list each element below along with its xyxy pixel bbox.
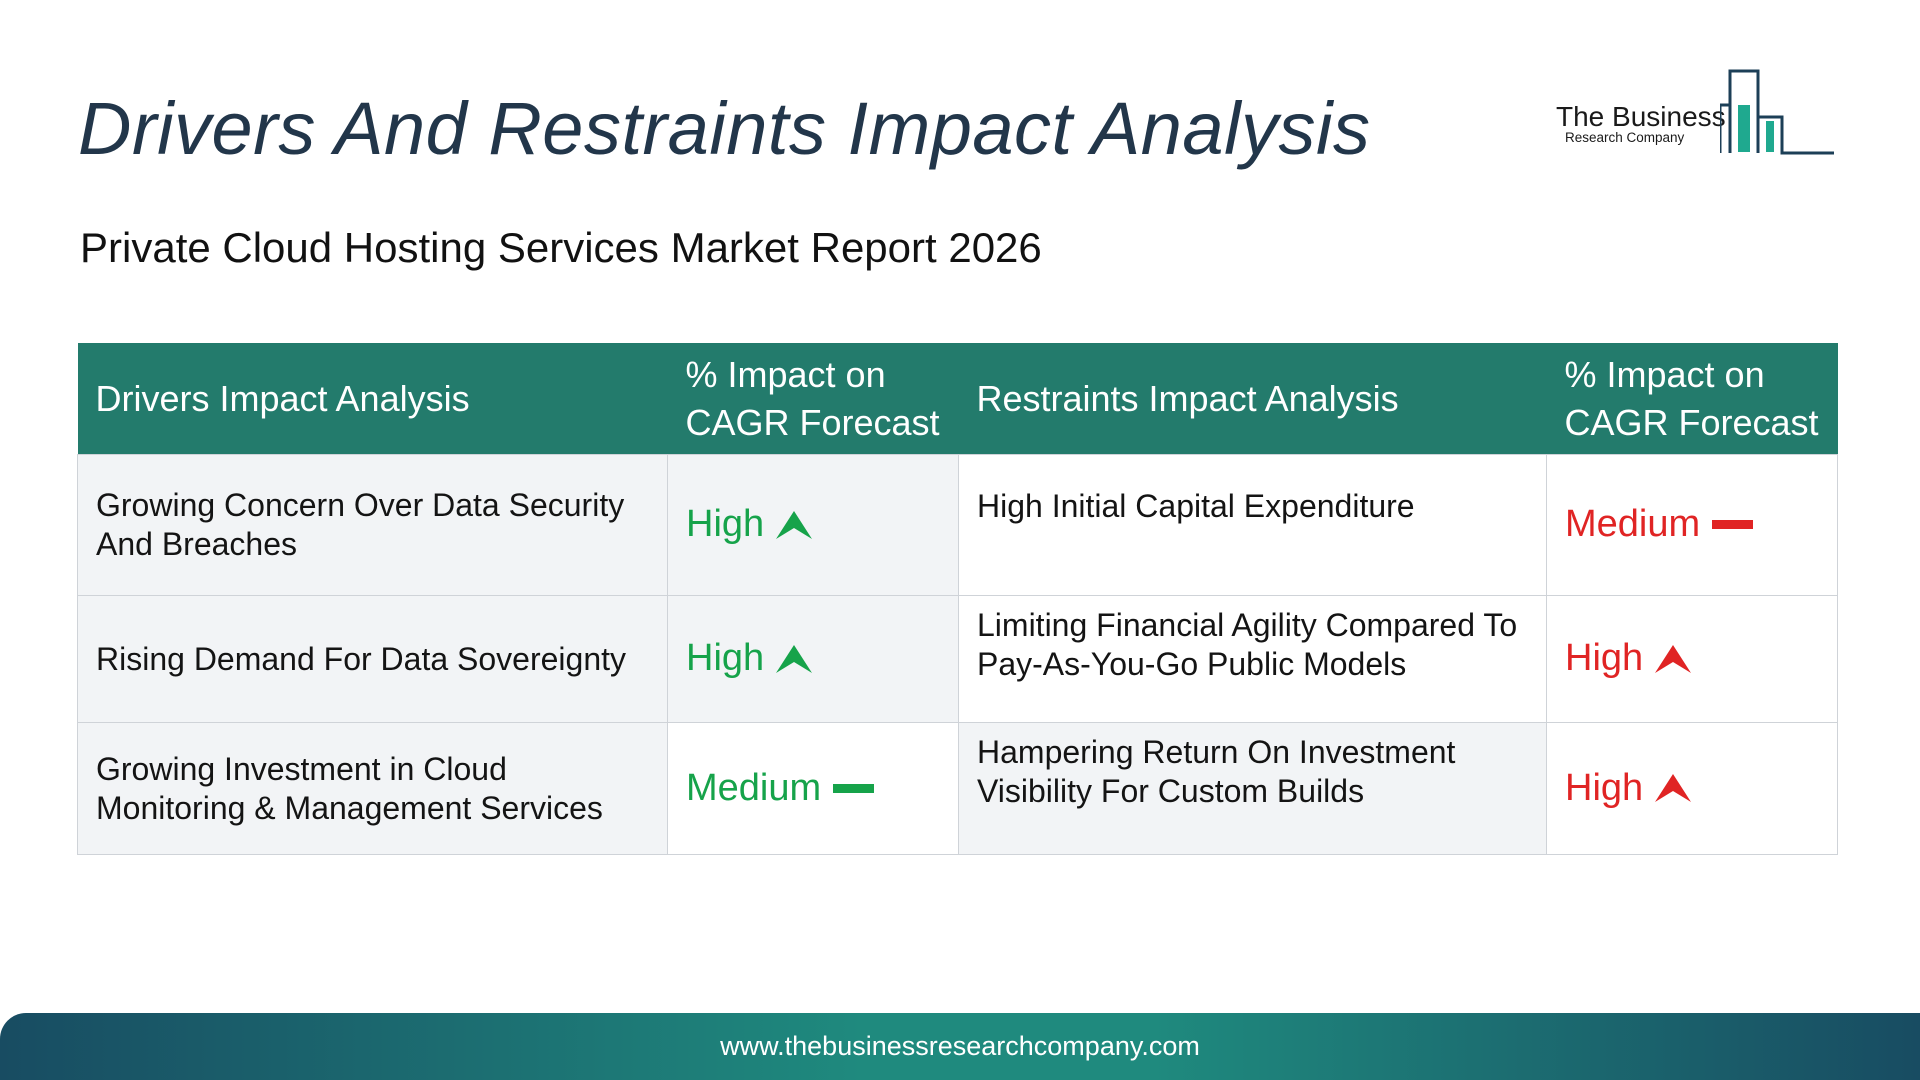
arrow-up-icon [776, 644, 813, 673]
header-restraints: Restraints Impact Analysis [958, 343, 1547, 455]
arrow-up-icon [1655, 644, 1692, 673]
impact-label: High [686, 637, 765, 679]
driver-impact-cell: High [667, 595, 959, 723]
restraint-impact-cell: High [1546, 595, 1838, 723]
logo-name: The Business [1556, 101, 1726, 132]
impact-analysis-table: Drivers Impact Analysis % Impact on CAGR… [77, 343, 1838, 855]
impact-label: Medium [686, 766, 822, 809]
driver-cell: Growing Concern Over Data Security And B… [77, 454, 668, 596]
driver-impact-cell: Medium [667, 722, 959, 855]
driver-impact-cell: High [667, 454, 959, 596]
header-driver-impact: % Impact on CAGR Forecast [667, 343, 959, 455]
logo-buildings-icon [1720, 69, 1834, 155]
impact-level: High [1565, 766, 1692, 809]
dash-icon [1712, 520, 1754, 529]
impact-label: High [1565, 766, 1644, 809]
table-header-row: Drivers Impact Analysis % Impact on CAGR… [77, 343, 1838, 455]
driver-cell: Growing Investment in Cloud Monitoring &… [77, 722, 668, 855]
impact-level: High [1565, 637, 1692, 679]
footer-website-link[interactable]: www.thebusinessresearchcompany.com [720, 1031, 1200, 1061]
table-row: Growing Investment in Cloud Monitoring &… [77, 722, 1838, 855]
page-title: Drivers And Restraints Impact Analysis [78, 87, 1371, 170]
impact-level: Medium [1565, 503, 1754, 545]
impact-level: Medium [686, 766, 875, 809]
impact-level: High [686, 503, 813, 545]
restraint-cell: High Initial Capital Expenditure [958, 454, 1547, 596]
report-subtitle: Private Cloud Hosting Services Market Re… [80, 224, 1042, 271]
footer-bar: www.thebusinessresearchcompany.com [0, 1013, 1920, 1080]
header-drivers: Drivers Impact Analysis [77, 343, 668, 455]
driver-cell: Rising Demand For Data Sovereignty [77, 595, 668, 723]
header-restraint-impact: % Impact on CAGR Forecast [1546, 343, 1838, 455]
impact-level: High [686, 637, 813, 679]
arrow-up-icon [776, 510, 813, 539]
table-row: Rising Demand For Data Sovereignty High … [77, 595, 1838, 723]
restraint-cell: Limiting Financial Agility Compared To P… [958, 595, 1547, 723]
restraint-cell: Hampering Return On Investment Visibilit… [958, 722, 1547, 855]
impact-label: High [1565, 637, 1644, 679]
logo-tagline: Research Company [1565, 130, 1685, 145]
arrow-up-icon [1655, 774, 1692, 802]
impact-label: High [686, 503, 765, 545]
dash-icon [833, 783, 875, 793]
restraint-impact-cell: High [1546, 722, 1838, 855]
table-row: Growing Concern Over Data Security And B… [77, 454, 1838, 596]
restraint-impact-cell: Medium [1546, 454, 1838, 596]
impact-label: Medium [1565, 503, 1701, 545]
company-logo: The Business Research Company [1553, 67, 1836, 155]
